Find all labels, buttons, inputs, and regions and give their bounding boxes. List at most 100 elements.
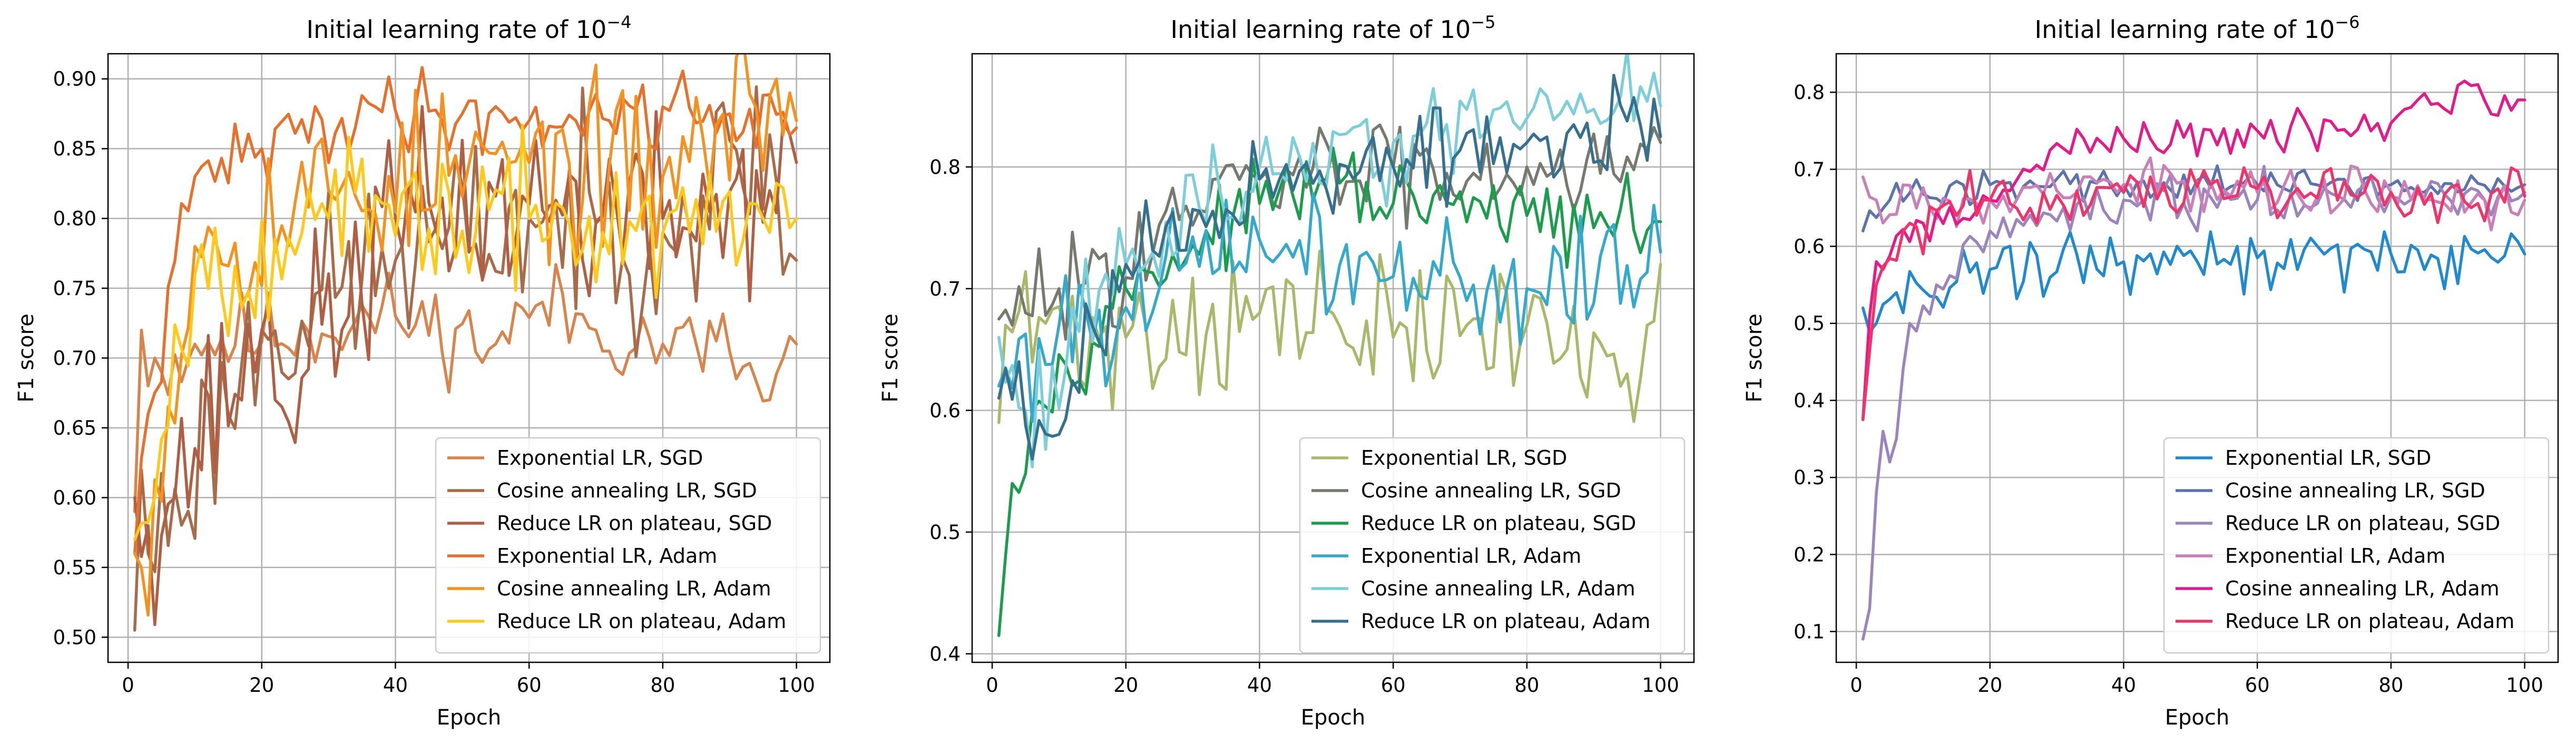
series-line-5 (1861, 80, 2526, 422)
x-tick-label: 100 (2506, 674, 2543, 697)
x-tick-label: 80 (650, 674, 675, 697)
y-tick-label: 0.7 (929, 278, 961, 300)
chart-panel-3: Initial learning rate of 10−6 Epoch F1 s… (1742, 12, 2559, 730)
y-tick-label: 0.50 (53, 626, 96, 649)
series-line-1 (1861, 230, 2526, 334)
chart-title-1: Initial learning rate of 10−4 (307, 12, 632, 44)
x-tick-label: 20 (249, 674, 274, 697)
x-tick-label: 60 (1381, 674, 1406, 697)
series-line-6 (1861, 166, 2526, 422)
x-axis-label-2: Epoch (1301, 706, 1365, 730)
chart-title-3: Initial learning rate of 10−6 (2035, 12, 2360, 44)
legend-label: Reduce LR on plateau, SGD (1361, 512, 1636, 535)
series-lines (1861, 80, 2526, 641)
legend-label: Reduce LR on plateau, Adam (1361, 610, 1650, 633)
series-line-5 (997, 54, 1662, 468)
legend-label: Reduce LR on plateau, SGD (497, 512, 772, 535)
y-tick-label: 0.2 (1794, 543, 1825, 566)
chart-title-1-exponent: −4 (606, 12, 631, 32)
y-tick-label: 0.70 (53, 347, 96, 370)
axes-frame (1835, 53, 2559, 663)
chart-title-2-exponent: −5 (1471, 12, 1495, 32)
legend-label: Reduce LR on plateau, Adam (497, 610, 786, 633)
legend-label: Cosine annealing LR, SGD (1361, 479, 1621, 502)
y-tick-label: 0.4 (1794, 389, 1825, 412)
x-tick-label: 40 (383, 674, 408, 697)
legend-label: Exponential LR, Adam (1361, 544, 1581, 567)
x-tick-label: 80 (1514, 674, 1539, 697)
series-line-6 (997, 74, 1662, 461)
y-tick-label: 0.8 (929, 156, 961, 179)
chart-title-3-exponent: −6 (2335, 12, 2359, 32)
y-tick-label: 0.8 (1794, 81, 1825, 104)
legend-label: Cosine annealing LR, Adam (2225, 577, 2500, 600)
x-tick-label: 0 (122, 674, 134, 697)
tick-marks: 0 20 40 60 80 100 0.50 0.55 0.60 0.65 0.70 0.75 0.80… (53, 68, 815, 697)
series-line-4 (997, 192, 1662, 423)
x-tick-label: 80 (2378, 674, 2403, 697)
series-line-4 (133, 66, 798, 555)
legend: Exponential LR, SGD Cosine annealing LR, … (1299, 437, 1686, 654)
y-tick-label: 0.1 (1794, 621, 1825, 643)
x-tick-label: 0 (986, 674, 998, 697)
y-tick-label: 0.5 (929, 521, 961, 544)
axes-frame (971, 53, 1695, 663)
legend-label: Exponential LR, SGD (1361, 446, 1567, 469)
y-tick-label: 0.5 (1794, 312, 1825, 335)
chart-title-2-base: Initial learning rate of 10 (1171, 15, 1471, 44)
chart-panel-1: Initial learning rate of 10−4 Epoch F1 s… (14, 12, 831, 730)
chart-panel-2: Initial learning rate of 10−5 Epoch F1 s… (878, 12, 1695, 730)
chart-title-2: Initial learning rate of 10−5 (1171, 12, 1496, 44)
legend: Exponential LR, SGD Cosine annealing LR, … (2163, 437, 2550, 654)
y-tick-label: 0.3 (1794, 466, 1825, 489)
y-tick-label: 0.65 (53, 417, 96, 439)
x-tick-label: 20 (1113, 674, 1138, 697)
y-axis-label-2: F1 score (878, 314, 903, 403)
x-tick-label: 100 (778, 674, 815, 697)
chart-title-3-base: Initial learning rate of 10 (2035, 15, 2335, 44)
tick-marks: 0 20 40 60 80 100 0.4 0.5 0.6 0.7 0.8 (929, 156, 1679, 697)
x-tick-label: 20 (1977, 674, 2002, 697)
legend-label: Exponential LR, Adam (2225, 544, 2445, 567)
legend-label: Exponential LR, SGD (2225, 446, 2431, 469)
series-line-3 (133, 105, 798, 626)
legend-frame (2163, 437, 2550, 654)
legend-frame (435, 437, 821, 654)
legend-label: Reduce LR on plateau, Adam (2225, 610, 2514, 633)
legend-label: Exponential LR, SGD (497, 446, 703, 469)
series-lines (133, 54, 798, 632)
x-tick-label: 40 (1247, 674, 1272, 697)
x-tick-label: 100 (1642, 674, 1679, 697)
legend-label: Reduce LR on plateau, SGD (2225, 512, 2500, 535)
y-tick-label: 0.7 (1794, 158, 1825, 181)
legend-label: Cosine annealing LR, Adam (497, 577, 771, 600)
y-tick-label: 0.90 (53, 68, 96, 91)
y-axis-label-3: F1 score (1742, 314, 1767, 403)
y-tick-label: 0.75 (53, 277, 96, 300)
legend: Exponential LR, SGD Cosine annealing LR, … (435, 437, 821, 654)
series-line-6 (133, 123, 798, 541)
y-tick-label: 0.85 (53, 138, 96, 160)
y-tick-label: 0.6 (1794, 236, 1825, 258)
x-axis-label-3: Epoch (2165, 706, 2229, 730)
y-axis-label-1: F1 score (14, 314, 38, 403)
tick-marks: 0 20 40 60 80 100 0.1 0.2 0.3 0.4 0.5 0.6 0.7 0.8 (1794, 81, 2543, 697)
y-tick-label: 0.80 (53, 208, 96, 230)
y-tick-label: 0.60 (53, 486, 96, 509)
legend-frame (1299, 437, 1686, 654)
x-tick-label: 60 (2245, 674, 2270, 697)
x-tick-label: 40 (2111, 674, 2136, 697)
x-axis-label-1: Epoch (437, 706, 501, 730)
y-tick-label: 0.55 (53, 556, 96, 579)
y-tick-label: 0.4 (929, 643, 961, 665)
legend-label: Cosine annealing LR, Adam (1361, 577, 1635, 600)
legend-label: Exponential LR, Adam (497, 544, 717, 567)
legend-label: Cosine annealing LR, SGD (497, 479, 757, 502)
chart-title-1-base: Initial learning rate of 10 (307, 15, 607, 44)
x-tick-label: 60 (517, 674, 542, 697)
legend-label: Cosine annealing LR, SGD (2225, 479, 2485, 502)
series-lines (997, 54, 1662, 637)
y-tick-label: 0.6 (929, 399, 961, 422)
